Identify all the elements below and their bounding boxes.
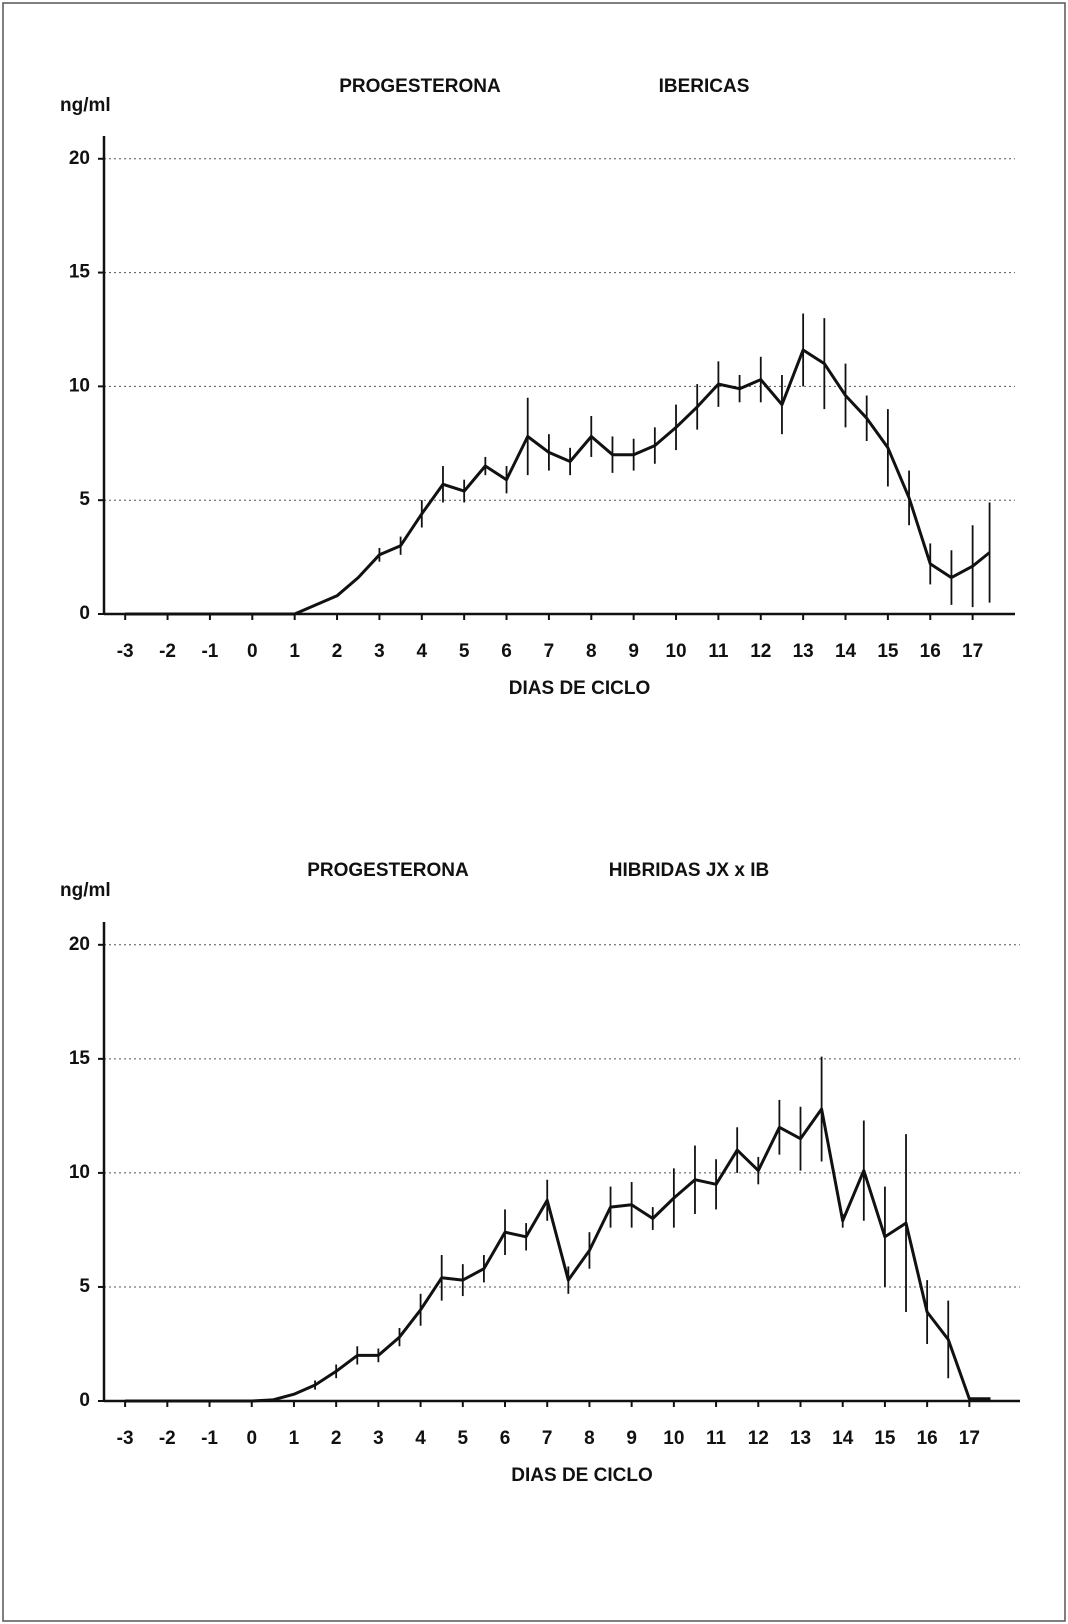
x-tick-label: 5 bbox=[459, 641, 470, 662]
x-tick-label: -1 bbox=[201, 1428, 218, 1449]
x-axis-label: DIAS DE CICLO bbox=[511, 1465, 652, 1486]
x-tick-label: 12 bbox=[748, 1428, 769, 1449]
x-tick-label: -2 bbox=[159, 641, 176, 662]
x-tick-label: 8 bbox=[584, 1428, 595, 1449]
x-tick-label: 17 bbox=[959, 1428, 980, 1449]
x-tick-label: 13 bbox=[790, 1428, 811, 1449]
x-tick-label: 14 bbox=[835, 641, 857, 662]
x-tick-label: 13 bbox=[793, 641, 814, 662]
x-tick-label: 10 bbox=[663, 1428, 684, 1449]
x-tick-label: -3 bbox=[117, 641, 134, 662]
y-tick-label: 0 bbox=[79, 603, 90, 624]
x-tick-label: 2 bbox=[331, 1428, 342, 1449]
x-axis-label: DIAS DE CICLO bbox=[509, 678, 650, 699]
x-tick-label: 10 bbox=[665, 641, 686, 662]
y-tick-label: 10 bbox=[69, 1162, 90, 1183]
x-tick-label: 5 bbox=[458, 1428, 469, 1449]
x-tick-label: 9 bbox=[628, 641, 639, 662]
chart-title: PROGESTERONA bbox=[307, 860, 469, 881]
x-tick-label: 1 bbox=[289, 1428, 300, 1449]
x-tick-label: 1 bbox=[289, 641, 300, 662]
x-tick-label: 3 bbox=[373, 1428, 384, 1449]
data-line bbox=[125, 348, 991, 616]
x-tick-label: 16 bbox=[917, 1428, 938, 1449]
y-tick-label: 15 bbox=[69, 262, 91, 283]
x-tick-label: 4 bbox=[417, 641, 428, 662]
x-tick-label: 6 bbox=[501, 641, 512, 662]
x-tick-label: 0 bbox=[246, 1428, 257, 1449]
y-tick-label: 5 bbox=[79, 1276, 90, 1297]
x-tick-label: 6 bbox=[500, 1428, 511, 1449]
x-tick-label: 17 bbox=[962, 641, 983, 662]
x-tick-label: 14 bbox=[832, 1428, 854, 1449]
y-tick-label: 15 bbox=[69, 1048, 91, 1069]
chart-subtitle: HIBRIDAS JX x IB bbox=[609, 860, 769, 881]
x-tick-label: -1 bbox=[201, 641, 218, 662]
x-tick-label: 11 bbox=[706, 1428, 727, 1449]
x-tick-label: 7 bbox=[544, 641, 555, 662]
x-tick-label: 0 bbox=[247, 641, 258, 662]
chart-title: PROGESTERONA bbox=[339, 76, 501, 97]
y-axis-label: ng/ml bbox=[60, 880, 111, 901]
x-tick-label: -3 bbox=[117, 1428, 134, 1449]
data-line bbox=[125, 1107, 991, 1403]
x-tick-label: 7 bbox=[542, 1428, 553, 1449]
x-tick-label: 9 bbox=[626, 1428, 637, 1449]
x-tick-label: 3 bbox=[374, 641, 385, 662]
x-tick-label: 15 bbox=[877, 641, 899, 662]
y-axis-label: ng/ml bbox=[60, 95, 111, 116]
y-tick-label: 10 bbox=[69, 375, 90, 396]
y-tick-label: 20 bbox=[69, 148, 90, 169]
x-tick-label: -2 bbox=[159, 1428, 176, 1449]
x-tick-label: 11 bbox=[708, 641, 729, 662]
x-tick-label: 12 bbox=[750, 641, 771, 662]
y-tick-label: 5 bbox=[79, 489, 90, 510]
y-tick-label: 20 bbox=[69, 934, 90, 955]
x-tick-label: 15 bbox=[874, 1428, 896, 1449]
y-tick-label: 0 bbox=[79, 1390, 90, 1411]
x-tick-label: 16 bbox=[920, 641, 941, 662]
x-tick-label: 4 bbox=[415, 1428, 426, 1449]
x-tick-label: 8 bbox=[586, 641, 597, 662]
x-tick-label: 2 bbox=[332, 641, 343, 662]
chart-subtitle: IBERICAS bbox=[659, 76, 750, 97]
